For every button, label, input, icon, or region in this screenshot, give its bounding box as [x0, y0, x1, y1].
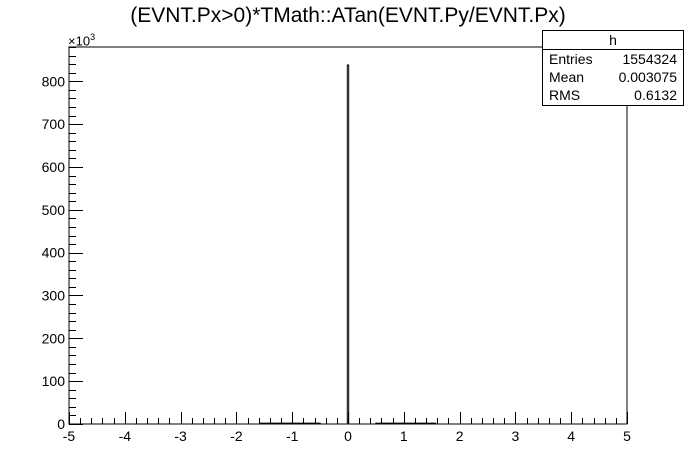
stats-rms-label: RMS	[549, 87, 581, 103]
stats-box: h Entries 1554324 Mean 0.003075 RMS 0.61…	[542, 30, 684, 106]
histogram-bin	[346, 64, 350, 425]
x-tick-label: -3	[174, 428, 187, 444]
stats-mean-value: 0.003075	[618, 69, 677, 85]
stats-entries-row: Entries 1554324	[543, 50, 683, 68]
y-tick-label: 300	[42, 287, 66, 303]
stats-mean-label: Mean	[549, 69, 585, 85]
y-tick-label: 500	[42, 202, 66, 218]
stats-entries-label: Entries	[549, 51, 593, 67]
y-axis-multiplier: ×103	[68, 32, 96, 49]
histogram-bars	[259, 64, 437, 425]
y-tick-label: 400	[42, 245, 66, 261]
x-tick-label: -5	[63, 428, 76, 444]
y-tick-label: 100	[42, 373, 66, 389]
x-axis: -5 -4 -3 -2 -1 0 1 2 3 4 5	[63, 412, 631, 444]
x-tick-label: 0	[344, 428, 352, 444]
y-tick-label: 600	[42, 159, 66, 175]
y-tick-label: 0	[57, 416, 65, 432]
y-tick-label: 700	[42, 116, 66, 132]
y-tick-label: 200	[42, 330, 66, 346]
stats-entries-value: 1554324	[622, 51, 677, 67]
histogram-bin	[259, 422, 321, 425]
y-axis: 0 100 200 300 400 500 600 700 800	[42, 47, 83, 432]
y-tick-label: 800	[42, 73, 66, 89]
x-tick-label: 2	[456, 428, 464, 444]
x-tick-label: 3	[512, 428, 520, 444]
x-tick-label: 5	[623, 428, 631, 444]
stats-rms-row: RMS 0.6132	[543, 86, 683, 104]
stats-rms-value: 0.6132	[634, 87, 677, 103]
x-tick-label: -4	[119, 428, 132, 444]
stats-histogram-name: h	[543, 31, 683, 50]
x-tick-label: -1	[286, 428, 299, 444]
x-tick-label: 1	[400, 428, 408, 444]
x-tick-label: -2	[230, 428, 243, 444]
stats-mean-row: Mean 0.003075	[543, 68, 683, 86]
chart-title: (EVNT.Px>0)*TMath::ATan(EVNT.Py/EVNT.Px)	[130, 4, 566, 27]
histogram-bin	[375, 422, 437, 425]
x-tick-label: 4	[567, 428, 575, 444]
